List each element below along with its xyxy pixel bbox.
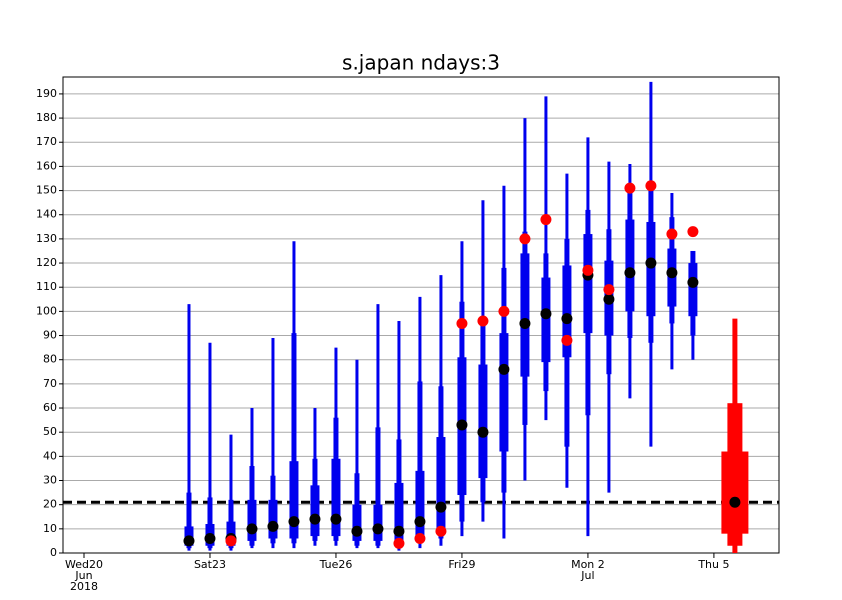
median-dot	[267, 520, 279, 532]
y-tick-label: 50	[43, 425, 57, 438]
inner-box	[268, 499, 278, 539]
inner-box	[352, 504, 362, 541]
median-dot	[603, 293, 615, 305]
median-dot	[372, 523, 384, 535]
y-tick-label: 60	[43, 401, 57, 414]
inner-box	[499, 333, 509, 452]
median-dot	[393, 525, 405, 537]
observed-dot	[225, 535, 237, 547]
observed-dot	[540, 214, 552, 226]
observed-dot	[498, 305, 510, 317]
y-tick-label: 70	[43, 377, 57, 390]
median-dot	[414, 516, 426, 528]
y-tick-label: 80	[43, 353, 57, 366]
median-dot	[729, 496, 741, 508]
median-dot	[519, 317, 531, 329]
outer-box	[207, 497, 213, 549]
y-tick-label: 100	[36, 304, 57, 317]
y-tick-label: 0	[50, 546, 57, 559]
inner-box	[583, 234, 593, 334]
observed-dot	[645, 180, 657, 192]
y-tick-label: 140	[36, 208, 57, 221]
observed-dot	[582, 264, 594, 276]
y-tick-label: 160	[36, 159, 57, 172]
median-dot	[624, 267, 636, 279]
observed-dot	[666, 228, 678, 240]
outer-box	[186, 492, 192, 549]
y-tick-label: 150	[36, 184, 57, 197]
x-tick-label: Sat23	[194, 558, 226, 571]
inner-box	[721, 451, 749, 534]
x-tick-label: Jun	[74, 569, 92, 582]
median-dot	[351, 525, 363, 537]
y-tick-label: 180	[36, 111, 57, 124]
y-tick-label: 20	[43, 498, 57, 511]
x-tick-label: Fri29	[448, 558, 475, 571]
inner-box	[625, 219, 635, 312]
inner-box	[310, 485, 320, 537]
observed-dot	[477, 315, 489, 327]
observed-dot	[687, 226, 699, 238]
observed-dot	[456, 317, 468, 329]
inner-box	[415, 470, 425, 539]
inner-box	[688, 263, 698, 317]
outer-box	[375, 427, 381, 546]
inner-box	[436, 437, 446, 532]
x-tick-label: 2018	[70, 580, 98, 593]
median-dot	[309, 513, 321, 525]
inner-box	[331, 458, 341, 537]
observed-dot	[603, 284, 615, 296]
chart-title: s.japan ndays:3	[342, 51, 500, 75]
x-tick-label: Tue26	[319, 558, 353, 571]
median-dot	[540, 308, 552, 320]
median-dot	[330, 513, 342, 525]
median-dot	[288, 516, 300, 528]
observed-dot	[435, 525, 447, 537]
median-dot	[666, 267, 678, 279]
x-tick-label: Thu 5	[697, 558, 729, 571]
median-dot	[435, 501, 447, 513]
y-tick-label: 190	[36, 87, 57, 100]
outer-box	[291, 333, 297, 544]
observed-dot	[561, 334, 573, 346]
y-tick-label: 130	[36, 232, 57, 245]
inner-box	[646, 221, 656, 317]
x-tick-label: Mon 2	[571, 558, 605, 571]
y-tick-label: 110	[36, 280, 57, 293]
x-tick-label: Wed20	[65, 558, 103, 571]
y-tick-label: 30	[43, 474, 57, 487]
median-dot	[498, 363, 510, 375]
y-tick-label: 170	[36, 135, 57, 148]
inner-box	[520, 253, 530, 377]
y-tick-label: 40	[43, 449, 57, 462]
median-dot	[477, 426, 489, 438]
inner-box	[394, 482, 404, 541]
observed-dot	[624, 182, 636, 194]
inner-box	[541, 277, 551, 363]
median-dot	[456, 419, 468, 431]
observed-dot	[519, 233, 531, 245]
median-dot	[645, 257, 657, 269]
inner-box	[478, 364, 488, 479]
median-dot	[561, 313, 573, 325]
y-tick-label: 10	[43, 522, 57, 535]
inner-box	[289, 461, 299, 539]
median-dot	[246, 523, 258, 535]
median-dot	[183, 535, 195, 547]
inner-box	[247, 499, 257, 541]
outer-box	[417, 381, 423, 544]
observed-dot	[393, 537, 405, 549]
inner-box	[562, 265, 572, 358]
median-dot	[204, 533, 216, 545]
median-dot	[687, 276, 699, 288]
observed-dot	[414, 533, 426, 545]
y-tick-label: 90	[43, 329, 57, 342]
inner-box	[373, 504, 383, 541]
plot-frame	[62, 76, 780, 554]
y-tick-label: 120	[36, 256, 57, 269]
x-tick-label: Jul	[580, 569, 594, 582]
